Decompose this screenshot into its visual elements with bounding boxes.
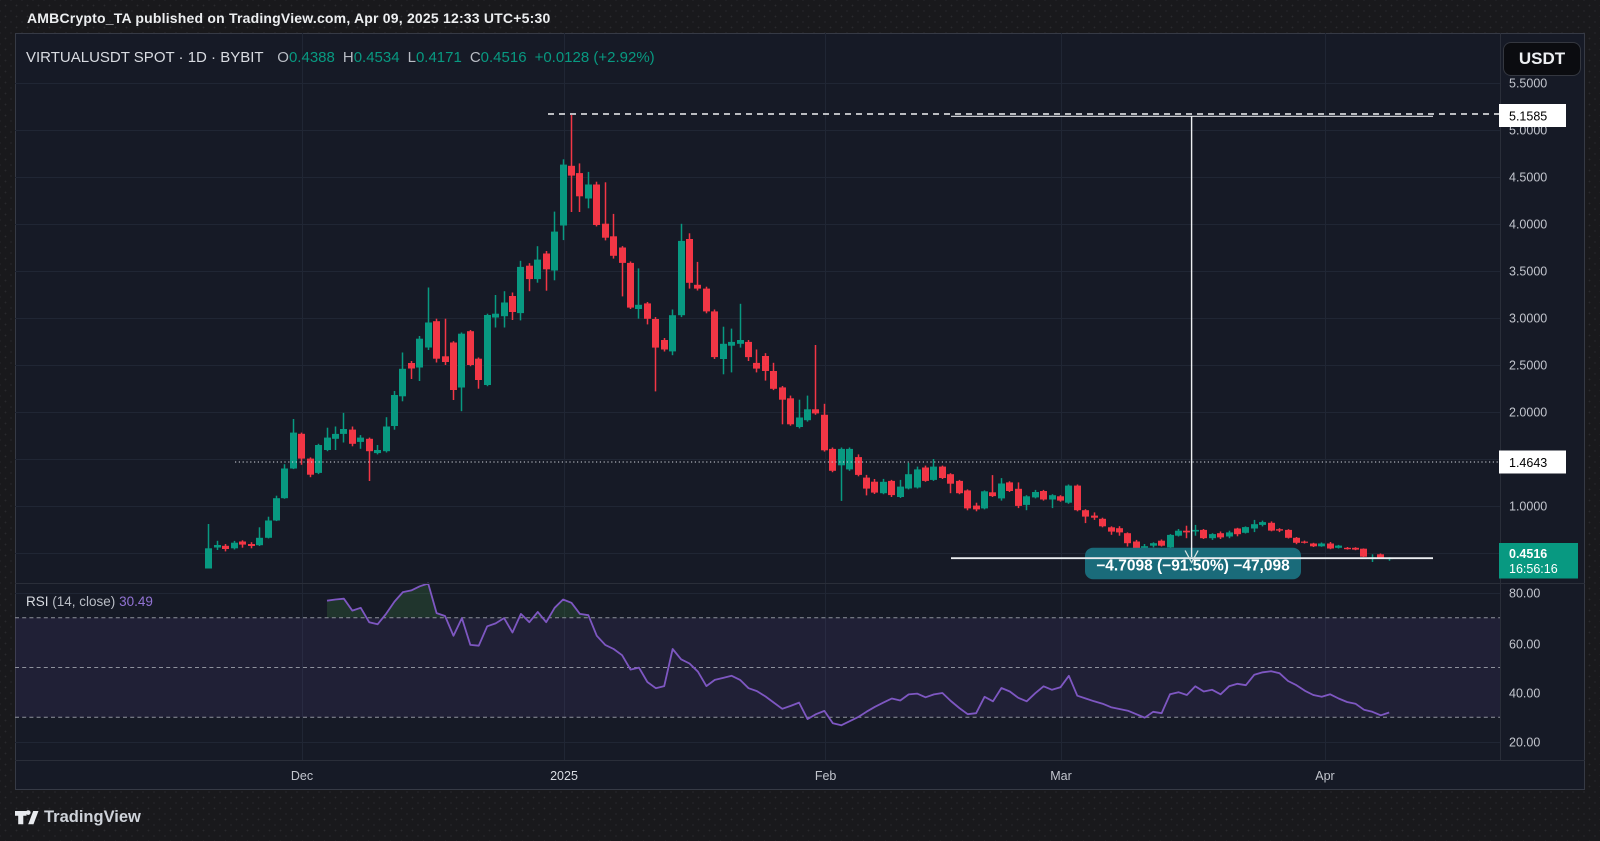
svg-text:1.0000: 1.0000 (1509, 500, 1547, 514)
svg-text:20.00: 20.00 (1509, 736, 1540, 750)
svg-text:60.00: 60.00 (1509, 638, 1540, 652)
svg-text:2.0000: 2.0000 (1509, 406, 1547, 420)
svg-text:RSI (14, close) 30.49: RSI (14, close) 30.49 (26, 594, 153, 609)
svg-text:4.5000: 4.5000 (1509, 171, 1547, 185)
svg-text:16:56:16: 16:56:16 (1509, 562, 1558, 576)
svg-text:Apr: Apr (1315, 769, 1334, 783)
svg-text:2025: 2025 (550, 769, 578, 783)
svg-text:40.00: 40.00 (1509, 687, 1540, 701)
svg-text:Feb: Feb (815, 769, 837, 783)
svg-text:Dec: Dec (291, 769, 313, 783)
svg-text:2.5000: 2.5000 (1509, 359, 1547, 373)
svg-text:3.0000: 3.0000 (1509, 312, 1547, 326)
svg-text:0.4516: 0.4516 (1509, 547, 1547, 561)
svg-text:5.5000: 5.5000 (1509, 77, 1547, 91)
svg-text:80.00: 80.00 (1509, 587, 1540, 601)
svg-text:4.0000: 4.0000 (1509, 218, 1547, 232)
svg-text:−4.7098 (−91.50%) −47,098: −4.7098 (−91.50%) −47,098 (1096, 557, 1290, 574)
svg-text:1.4643: 1.4643 (1509, 456, 1547, 470)
svg-text:5.1585: 5.1585 (1509, 110, 1547, 124)
svg-text:Mar: Mar (1050, 769, 1072, 783)
svg-text:3.5000: 3.5000 (1509, 265, 1547, 279)
